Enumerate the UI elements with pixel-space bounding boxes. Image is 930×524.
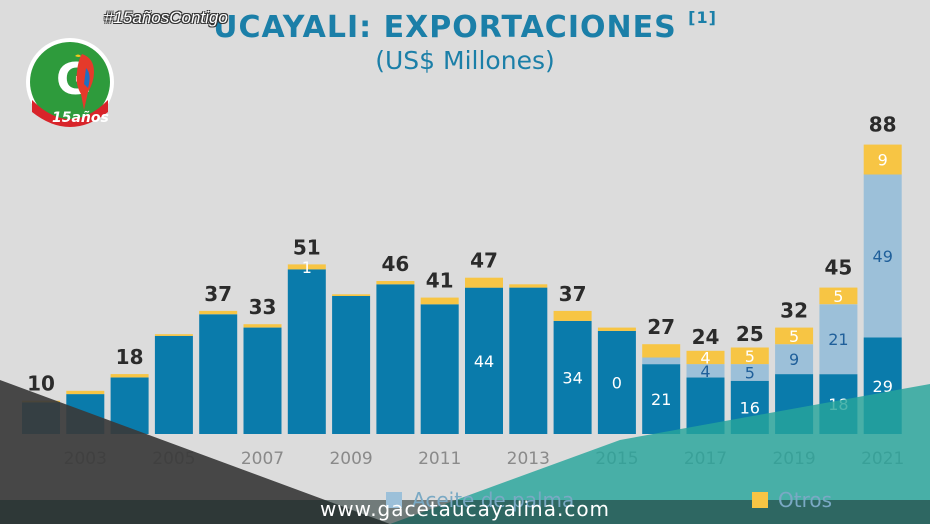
bar-segment-2015-s0 xyxy=(597,330,636,434)
bar-segment-2013-s0 xyxy=(509,287,548,434)
total-label-2010: 46 xyxy=(381,252,409,276)
bar-segment-2015-s2 xyxy=(597,327,636,331)
segment-label-2018-s2: 5 xyxy=(745,347,755,366)
bar-segment-2021-s2 xyxy=(863,144,902,175)
total-label-2016: 27 xyxy=(647,315,675,339)
segment-label-2019-s2: 5 xyxy=(789,327,799,346)
bar-segment-2017-s2 xyxy=(686,350,725,365)
bar-segment-2016-s2 xyxy=(642,344,681,358)
footer-band xyxy=(0,500,930,524)
total-label-2020: 45 xyxy=(824,255,852,279)
bar-segment-2006-s0 xyxy=(199,314,238,434)
bar-segment-2011-s2 xyxy=(420,297,459,305)
legend-swatch-palm-oil xyxy=(386,492,402,508)
bar-segment-2007-s0 xyxy=(243,327,282,434)
segment-label-2020-s1: 21 xyxy=(828,330,848,349)
bar-segment-2009-s2 xyxy=(332,294,371,296)
segment-label-2019-s1: 9 xyxy=(789,350,799,369)
bar-segment-2012-s0 xyxy=(465,287,503,434)
bar-segment-2008-s2 xyxy=(287,264,326,270)
bar-segment-2017-s1 xyxy=(686,364,725,378)
segment-label-2014-s0: 34 xyxy=(562,369,582,388)
bar-segment-2018-s1 xyxy=(730,364,769,381)
segment-label-2021-s1: 49 xyxy=(873,247,893,266)
total-label-2019: 32 xyxy=(780,299,808,323)
bar-segment-2010-s0 xyxy=(376,284,415,434)
segment-label-2012-s0: 44 xyxy=(474,352,494,371)
total-label-2017: 24 xyxy=(692,325,720,349)
x-tick-label-2007: 2007 xyxy=(241,449,284,469)
segment-label-2020-s2: 5 xyxy=(833,287,843,306)
segment-label-2021-s0: 29 xyxy=(873,377,893,396)
total-label-2008: 51 xyxy=(293,235,321,259)
chart-title-text: UCAYALI: EXPORTACIONES xyxy=(213,10,677,45)
x-tick-label-2013: 2013 xyxy=(507,449,550,469)
segment-label-2017-s2: 4 xyxy=(700,349,710,368)
segment-label-2015-s0: 0 xyxy=(612,373,622,392)
legend-swatch-others xyxy=(752,492,768,508)
total-label-2006: 37 xyxy=(204,282,232,306)
bar-segment-2013-s2 xyxy=(509,284,548,288)
bar-segment-2012-s2 xyxy=(465,277,503,288)
total-label-2021: 88 xyxy=(869,112,897,136)
total-label-2014: 37 xyxy=(559,282,587,306)
total-label-2002: 10 xyxy=(27,372,55,396)
bar-segment-2009-s0 xyxy=(332,296,371,434)
chart-title-footnote: [1] xyxy=(688,8,717,27)
segment-label-2017-s1: 4 xyxy=(700,362,710,381)
bar-segment-2003-s2 xyxy=(66,390,105,395)
legend-item-others: Otros xyxy=(752,488,832,512)
bar-segment-2014-s2 xyxy=(553,310,592,321)
bar-segment-2020-s2 xyxy=(819,287,858,305)
total-label-2011: 41 xyxy=(426,269,454,293)
bar-segment-2020-s1 xyxy=(819,304,858,375)
legend-item-palm-oil: Aceite de palma xyxy=(386,488,574,512)
legend-label-others: Otros xyxy=(778,488,833,512)
segment-label-2018-s0: 16 xyxy=(740,398,760,417)
segment-label-2016-s0: 21 xyxy=(651,390,671,409)
total-label-2004: 18 xyxy=(116,345,144,369)
bar-segment-2014-s0 xyxy=(553,320,592,434)
bar-segment-2019-s1 xyxy=(775,344,814,375)
segment-label-2008-s2: 1 xyxy=(302,258,312,277)
segment-label-2021-s2: 9 xyxy=(878,151,888,170)
bar-segment-2011-s0 xyxy=(420,304,459,434)
bar-segment-2008-s0 xyxy=(287,269,326,434)
chart-subtitle: (US$ Millones) xyxy=(375,46,555,75)
bar-segment-2005-s0 xyxy=(154,335,193,434)
total-label-2007: 33 xyxy=(249,295,277,319)
bar-segment-2016-s1 xyxy=(642,357,681,365)
bar-segment-2018-s2 xyxy=(730,347,769,365)
dark-corner-overlay xyxy=(0,380,390,524)
hashtag-text: #15añosContigo xyxy=(104,8,228,27)
bar-segment-2016-s0 xyxy=(642,364,681,434)
bar-segment-2004-s2 xyxy=(110,374,149,378)
chart-title: UCAYALI: EXPORTACIONES [1] xyxy=(0,8,930,45)
x-tick-label-2011: 2011 xyxy=(418,449,461,469)
bar-segment-2005-s2 xyxy=(154,334,193,336)
logo-badge-text: 15años xyxy=(52,110,109,126)
parrot-logo: G 15años xyxy=(26,38,114,127)
bars-layer xyxy=(22,144,902,434)
bar-segment-2010-s2 xyxy=(376,281,415,285)
footer-url: www.gacetaucayalina.com xyxy=(319,497,611,521)
total-label-2018: 25 xyxy=(736,322,764,346)
bar-segment-2007-s2 xyxy=(243,324,282,328)
total-label-2012: 47 xyxy=(470,249,498,273)
segment-label-2018-s1: 5 xyxy=(745,364,755,383)
bar-segment-2021-s1 xyxy=(863,174,902,338)
legend-label-palm-oil: Aceite de palma xyxy=(412,488,575,512)
x-tick-label-2009: 2009 xyxy=(329,449,372,469)
bar-segment-2006-s2 xyxy=(199,310,238,315)
green-corner-overlay xyxy=(390,384,930,524)
bar-segment-2019-s2 xyxy=(775,327,814,345)
